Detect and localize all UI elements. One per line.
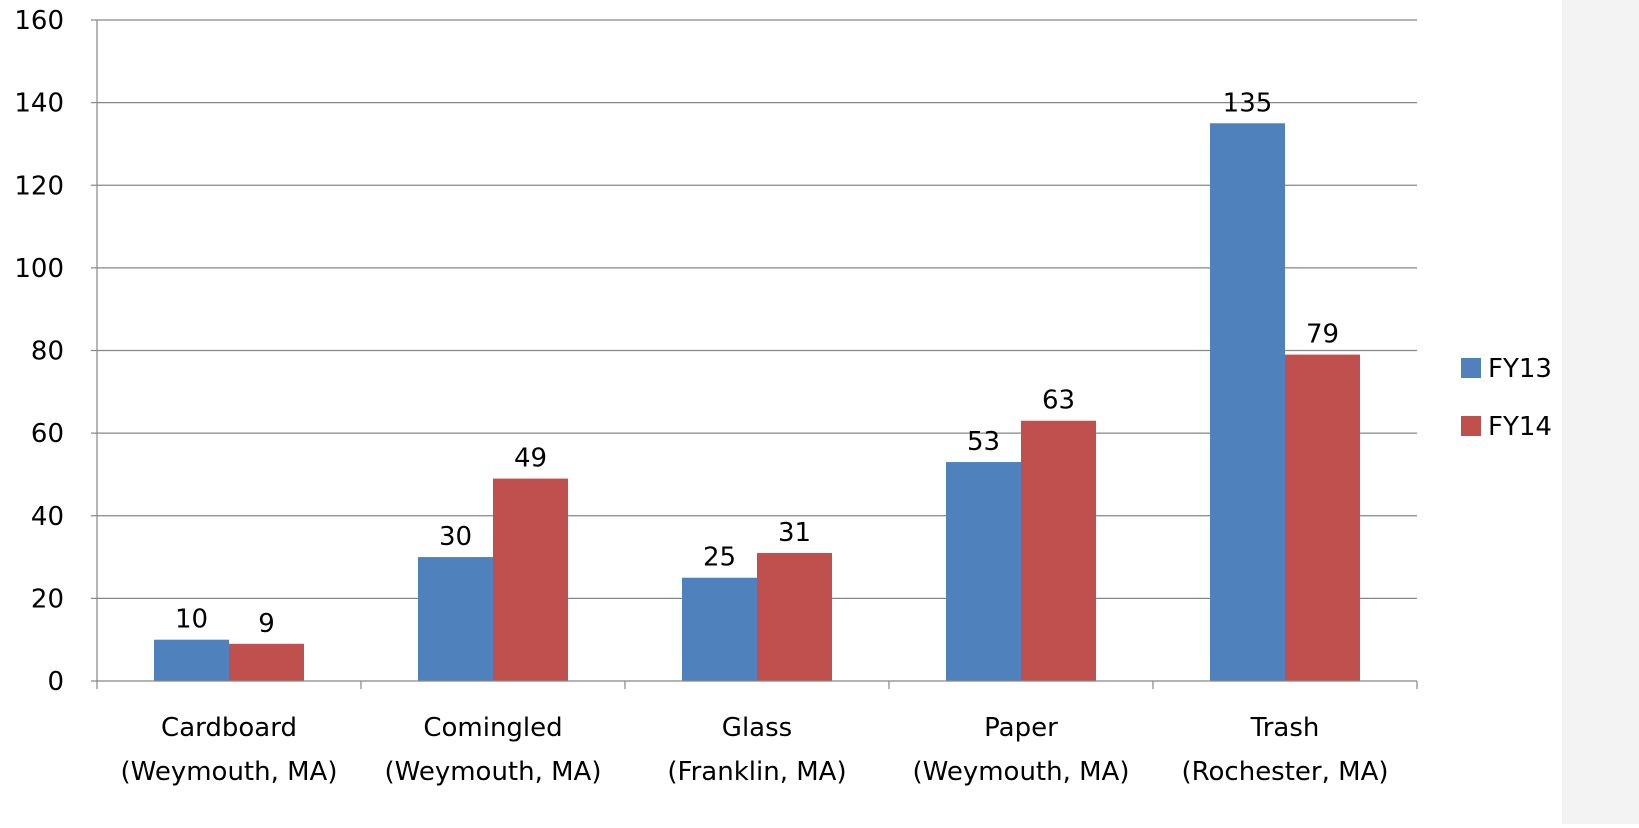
y-axis-tick-label: 80 bbox=[31, 337, 64, 367]
legend: FY13 FY14 bbox=[1461, 354, 1552, 442]
data-label: 79 bbox=[1306, 320, 1339, 350]
y-axis-tick-label: 160 bbox=[14, 6, 64, 36]
data-label: 25 bbox=[703, 543, 736, 573]
bar-fy14-trash bbox=[1285, 354, 1360, 681]
data-label: 31 bbox=[778, 518, 811, 548]
data-label: 135 bbox=[1223, 88, 1273, 118]
data-label: 53 bbox=[967, 427, 1000, 457]
bar-fy14-cardboard bbox=[229, 643, 304, 681]
x-axis-category-label: (Weymouth, MA) bbox=[121, 757, 338, 787]
y-axis-tick-label: 100 bbox=[14, 254, 64, 284]
bar-fy13-cardboard bbox=[154, 639, 229, 681]
x-axis-category-label: Trash bbox=[1250, 713, 1320, 743]
bar-fy13-glass bbox=[682, 577, 757, 681]
x-axis-category-label: Paper bbox=[984, 713, 1058, 743]
y-axis-tick-label: 20 bbox=[31, 584, 64, 614]
bar-fy14-comingled bbox=[493, 478, 568, 681]
data-label: 10 bbox=[175, 605, 208, 635]
x-axis-category-label: (Franklin, MA) bbox=[667, 757, 846, 787]
y-axis-tick-labels: 0 20 40 60 80 100 120 140 160 bbox=[14, 6, 64, 697]
x-axis-category-labels: Cardboard (Weymouth, MA) Comingled (Weymout… bbox=[121, 713, 1389, 787]
data-labels: 10 9 30 49 25 31 53 63 135 79 bbox=[175, 88, 1339, 639]
data-label: 30 bbox=[439, 522, 472, 552]
x-axis-category-label: Cardboard bbox=[161, 713, 297, 743]
bar-fy14-glass bbox=[757, 552, 832, 681]
x-axis-category-label: (Weymouth, MA) bbox=[385, 757, 602, 787]
bar-fy13-trash bbox=[1210, 123, 1285, 681]
bars bbox=[154, 123, 1360, 681]
data-label: 9 bbox=[258, 609, 275, 639]
gridlines bbox=[97, 19, 1417, 599]
bar-fy13-paper bbox=[946, 462, 1021, 681]
data-label: 63 bbox=[1042, 386, 1075, 416]
legend-swatch-fy13 bbox=[1461, 358, 1481, 378]
legend-label-fy13: FY13 bbox=[1488, 354, 1552, 384]
x-axis-category-label: Glass bbox=[722, 713, 792, 743]
y-axis-tick-label: 120 bbox=[14, 171, 64, 201]
page-shadow bbox=[1562, 0, 1639, 824]
x-axis-category-label: (Weymouth, MA) bbox=[913, 757, 1130, 787]
y-axis-tick-label: 60 bbox=[31, 419, 64, 449]
y-axis-tick-label: 0 bbox=[47, 667, 64, 697]
legend-swatch-fy14 bbox=[1461, 416, 1481, 436]
x-axis-category-label: (Rochester, MA) bbox=[1181, 757, 1388, 787]
x-axis-category-label: Comingled bbox=[423, 713, 562, 743]
bar-fy14-paper bbox=[1021, 420, 1096, 681]
axes bbox=[91, 19, 1418, 689]
y-axis-tick-label: 40 bbox=[31, 502, 64, 532]
legend-label-fy14: FY14 bbox=[1488, 412, 1552, 442]
y-axis-tick-label: 140 bbox=[14, 89, 64, 119]
bar-fy13-comingled bbox=[418, 557, 493, 681]
data-label: 49 bbox=[514, 444, 547, 474]
